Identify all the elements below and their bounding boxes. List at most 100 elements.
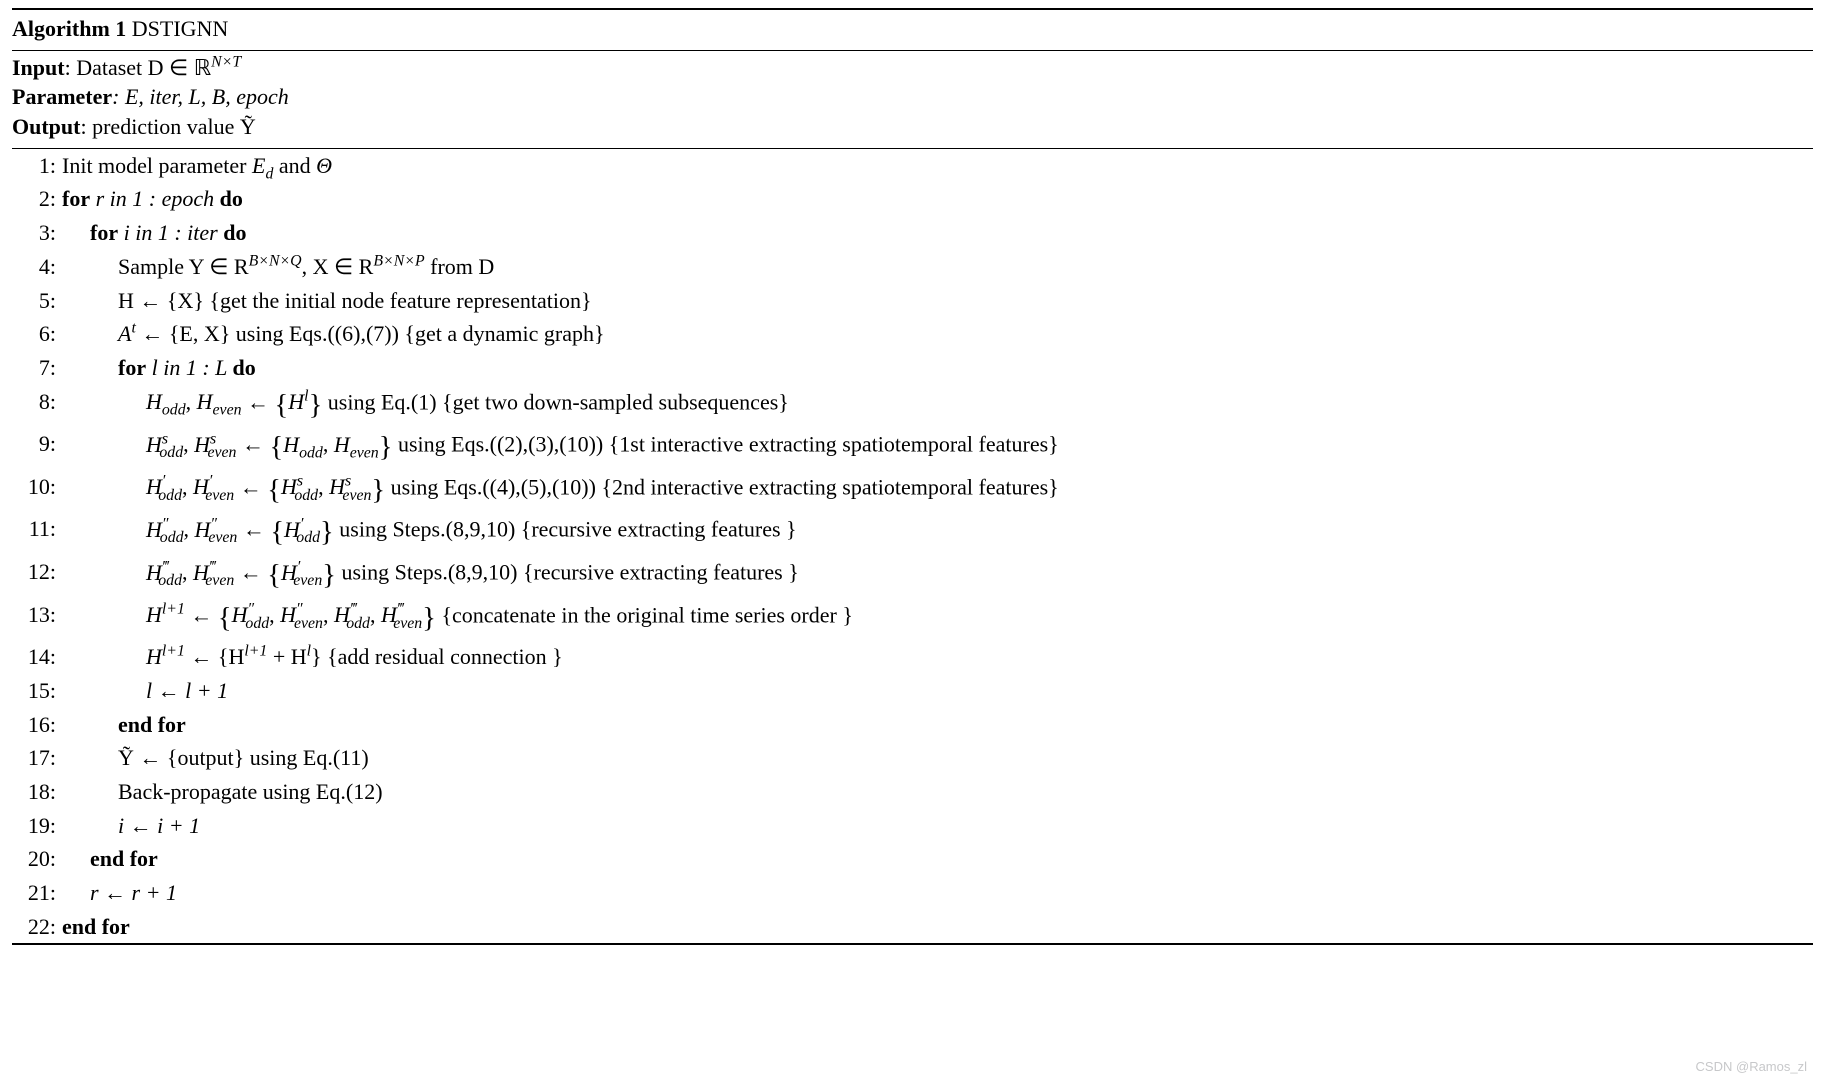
algorithm-name: DSTIGNN [132,16,229,41]
loop-var: r in 1 : epoch [90,186,220,211]
algo-line: 1: Init model parameter Ed and Θ [12,149,1813,183]
algorithm-block: Algorithm 1 DSTIGNN Input: Dataset D ∈ ℝ… [12,8,1813,945]
kw-endfor: end for [62,710,1813,740]
sup: B×N×P [373,252,424,269]
algo-line: 7: for l in 1 : L do [12,351,1813,385]
text: using Steps.(8,9,10) {recursive extracti… [334,517,797,542]
line-number: 11: [12,514,62,544]
text: using Steps.(8,9,10) {recursive extracti… [336,560,799,585]
sup: l+1 [244,643,267,660]
text: , X ∈ R [302,254,374,279]
line-number: 9: [12,429,62,459]
loop-var: i in 1 : iter [118,220,223,245]
line-number: 18: [12,777,62,807]
loop-var: l in 1 : L [146,355,232,380]
text: from D [425,254,495,279]
text: using Eq.(1) {get two down-sampled subse… [322,389,789,414]
line-body: Hsodd, Hseven ← {Hodd, Heven} using Eqs.… [62,429,1813,468]
input-line: Input: Dataset D ∈ ℝN×T [12,53,1813,83]
line-number: 15: [12,676,62,706]
algo-line: 16: end for [12,708,1813,742]
kw-for: for [118,355,146,380]
line-body: H″odd, H″even ← {H′odd} using Steps.(8,9… [62,514,1813,553]
line-number: 22: [12,912,62,942]
sup: l+1 [162,643,185,660]
text: using Eqs.((4),(5),(10)) {2nd interactiv… [385,474,1059,499]
algo-line: 18: Back-propagate using Eq.(12) [12,775,1813,809]
input-sup: N×T [211,53,241,70]
line-body: Hl+1 ← {Hl+1 + Hl} {add residual connect… [62,642,1813,672]
text: H [146,644,162,669]
algo-line: 22: end for [12,910,1813,944]
line-body: Back-propagate using Eq.(12) [62,777,1813,807]
kw-endfor: end for [62,844,1813,874]
text: ← {H [185,644,244,669]
parameter-line: Parameter: E, iter, L, B, epoch [12,82,1813,112]
line-body: Ỹ ← {output} using Eq.(11) [62,743,1813,773]
algo-line: 13: Hl+1 ← {H″odd, H″even, H‴odd, H‴even… [12,598,1813,641]
output-line: Output: prediction value Ỹ [12,112,1813,142]
input-text-pre: : Dataset D ∈ [65,55,194,80]
line-body: l ← l + 1 [62,676,1813,706]
kw-for: for [62,186,90,211]
line-number: 7: [12,353,62,383]
watermark: CSDN @Ramos_zl [1696,1058,1807,1076]
line-body: At ← {E, X} using Eqs.((6),(7)) {get a d… [62,319,1813,349]
line-number: 16: [12,710,62,740]
kw-do: do [220,186,243,211]
parameter-text: : E, iter, L, B, epoch [112,84,289,109]
line-body: H′odd, H′even ← {Hsodd, Hseven} using Eq… [62,472,1813,511]
text: using Eqs.((2),(3),(10)) {1st interactiv… [392,432,1058,457]
real-symbol: ℝ [194,55,211,80]
algo-line: 11: H″odd, H″even ← {H′odd} using Steps.… [12,512,1813,555]
algo-line: 9: Hsodd, Hseven ← {Hodd, Heven} using E… [12,427,1813,470]
kw-for: for [90,220,118,245]
line-body: r ← r + 1 [62,878,1813,908]
algorithm-header: Input: Dataset D ∈ ℝN×T Parameter: E, it… [12,51,1813,149]
algo-line: 8: Hodd, Heven ← {Hl} using Eq.(1) {get … [12,385,1813,428]
line-body: Init model parameter Ed and Θ [62,151,1813,181]
algorithm-title-row: Algorithm 1 DSTIGNN [12,10,1813,51]
line-number: 2: [12,184,62,214]
line-number: 1: [12,151,62,181]
line-body: Hodd, Heven ← {Hl} using Eq.(1) {get two… [62,387,1813,426]
algo-line: 21: r ← r + 1 [12,876,1813,910]
algo-line: 15: l ← l + 1 [12,674,1813,708]
line-number: 3: [12,218,62,248]
line-number: 10: [12,472,62,502]
algo-line: 19: i ← i + 1 [12,809,1813,843]
text: {concatenate in the original time series… [436,602,853,627]
line-body: for i in 1 : iter do [62,218,1813,248]
line-body: H‴odd, H‴even ← {H′even} using Steps.(8,… [62,557,1813,596]
algo-line: 6: At ← {E, X} using Eqs.((6),(7)) {get … [12,317,1813,351]
text: ← {E, X} using Eqs.((6),(7)) {get a dyna… [136,321,605,346]
line-body: Hl+1 ← {H″odd, H″even, H‴odd, H‴even} {c… [62,600,1813,639]
line-body: Sample Y ∈ RB×N×Q, X ∈ RB×N×P from D [62,252,1813,282]
text: + H [267,644,306,669]
parameter-label: Parameter [12,84,112,109]
text: } {add residual connection } [311,644,563,669]
algorithm-number: Algorithm 1 [12,16,126,41]
algo-line: 2: for r in 1 : epoch do [12,182,1813,216]
kw-do: do [232,355,255,380]
line-number: 20: [12,844,62,874]
input-label: Input [12,55,65,80]
line-number: 6: [12,319,62,349]
line-number: 21: [12,878,62,908]
line-number: 12: [12,557,62,587]
algo-line: 14: Hl+1 ← {Hl+1 + Hl} {add residual con… [12,640,1813,674]
sup: B×N×Q [249,252,302,269]
line-number: 8: [12,387,62,417]
line-number: 17: [12,743,62,773]
line-body: H ← {X} {get the initial node feature re… [62,286,1813,316]
output-label: Output [12,114,80,139]
kw-do: do [223,220,246,245]
algo-line: 12: H‴odd, H‴even ← {H′even} using Steps… [12,555,1813,598]
line-number: 5: [12,286,62,316]
line-body: for r in 1 : epoch do [62,184,1813,214]
text: Sample Y ∈ R [118,254,249,279]
algo-line: 10: H′odd, H′even ← {Hsodd, Hseven} usin… [12,470,1813,513]
line-number: 14: [12,642,62,672]
line-number: 13: [12,600,62,630]
algo-line: 20: end for [12,842,1813,876]
